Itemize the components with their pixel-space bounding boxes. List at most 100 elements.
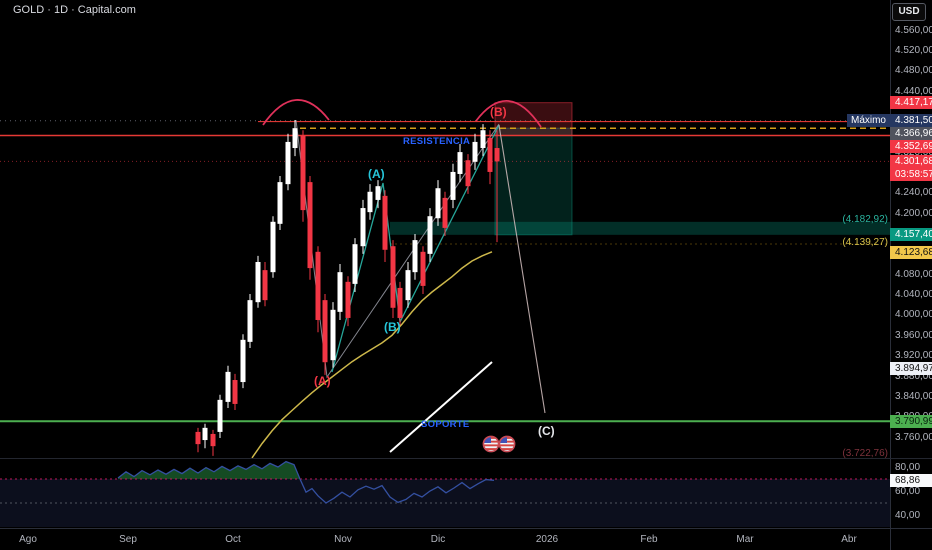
arc-annotation[interactable] xyxy=(262,99,330,126)
rsi-pane xyxy=(0,460,890,527)
pane-separator[interactable] xyxy=(0,458,932,459)
candle-body xyxy=(202,427,208,441)
price-tick: 4.240,00 xyxy=(895,187,932,199)
us-flag-icon xyxy=(482,435,500,453)
rsi-tick: 60,00 xyxy=(895,485,921,497)
candle-body xyxy=(494,148,500,162)
time-axis-month[interactable]: Sep xyxy=(119,534,137,545)
price-tick: 3.880,00 xyxy=(895,370,932,382)
yellow-level-readout: (4.139,27) xyxy=(842,237,888,248)
wave-label-b-red[interactable]: (B) xyxy=(490,105,507,119)
teal-target-box xyxy=(494,127,573,236)
rsi-overbought-fill xyxy=(118,461,494,479)
price-tick: 4.080,00 xyxy=(895,268,932,280)
time-axis-month[interactable]: Nov xyxy=(334,534,352,545)
rsi-tick: 80,00 xyxy=(895,461,921,473)
price-tick: 4.440,00 xyxy=(895,85,932,97)
candle-body xyxy=(217,399,223,432)
resistencia-label[interactable]: RESISTENCIA xyxy=(403,136,471,147)
candle-body xyxy=(277,182,283,224)
red-supply-box xyxy=(494,102,573,136)
candle-body xyxy=(442,197,448,228)
price-tick: 4.200,00 xyxy=(895,207,932,219)
us-flag-icon xyxy=(498,435,516,453)
candle-body xyxy=(450,171,456,200)
time-axis-month[interactable]: Dic xyxy=(430,534,446,545)
candle-body xyxy=(375,186,381,200)
symbol-title[interactable]: GOLD · 1D · Capital.com xyxy=(13,4,136,16)
price-label-resistance: 4.352,69 xyxy=(890,140,932,154)
candle-body xyxy=(247,300,253,342)
time-axis-month[interactable]: 2026 xyxy=(535,534,559,545)
candle-body xyxy=(427,216,433,254)
rsi-tick: 40,00 xyxy=(895,509,921,521)
price-tick: 3.840,00 xyxy=(895,390,932,402)
price-pane xyxy=(0,99,890,458)
price-tick: 4.000,00 xyxy=(895,309,932,321)
candle-body xyxy=(270,221,276,273)
time-axis-month[interactable]: Feb xyxy=(640,534,658,545)
candle-body xyxy=(457,152,463,174)
impulse-trendline[interactable] xyxy=(295,119,500,379)
candle-body xyxy=(397,287,403,318)
maximo-tag: Máximo xyxy=(846,114,890,128)
candle-body xyxy=(435,188,441,219)
price-axis-separator xyxy=(890,0,891,550)
currency-button[interactable]: USD xyxy=(892,3,926,21)
candle-body xyxy=(345,281,351,318)
candle-body xyxy=(262,270,268,301)
wave-label-a-red[interactable]: (A) xyxy=(314,374,331,388)
candle-body xyxy=(472,141,478,162)
candle-body xyxy=(225,371,231,402)
candle-body xyxy=(360,208,366,247)
candle-body xyxy=(232,380,238,404)
candle-body xyxy=(315,251,321,320)
candle-body xyxy=(322,300,328,363)
price-tick: 3.920,00 xyxy=(895,350,932,362)
candle-body xyxy=(330,309,336,361)
candle-body xyxy=(412,240,418,273)
price-label-gray: 4.366,96 xyxy=(890,127,932,141)
candle-body xyxy=(367,191,373,213)
time-axis-month[interactable]: Oct xyxy=(225,534,241,545)
price-tick: 4.480,00 xyxy=(895,65,932,77)
price-tick: 4.560,00 xyxy=(895,24,932,36)
moving-average-line xyxy=(251,251,493,458)
teal-level-readout: (4.182,92) xyxy=(842,214,888,225)
time-axis-month[interactable]: Ago xyxy=(19,534,37,545)
candle-body xyxy=(300,135,306,211)
soporte-label[interactable]: SOPORTE xyxy=(421,419,470,430)
wave-label-c[interactable]: (C) xyxy=(538,424,555,438)
wave-c-projection-line[interactable] xyxy=(498,124,546,414)
candle-body xyxy=(255,261,261,303)
candle-body xyxy=(292,128,298,149)
wave-label-b-teal[interactable]: (B) xyxy=(384,320,401,334)
price-label-white: 3.894,97 xyxy=(890,361,932,375)
time-axis-separator xyxy=(0,528,932,529)
price-label-teal: 4.157,40 xyxy=(890,228,932,242)
arc-annotation[interactable] xyxy=(475,100,542,128)
candle-body xyxy=(337,272,343,312)
time-axis-month[interactable]: Mar xyxy=(736,534,754,545)
candle-body xyxy=(307,182,313,269)
price-tick: 4.520,00 xyxy=(895,44,932,56)
candle-body xyxy=(195,431,201,445)
candle-body xyxy=(405,270,411,301)
price-tick: 3.960,00 xyxy=(895,329,932,341)
candle-body xyxy=(420,251,426,286)
candlestick-series xyxy=(195,120,500,456)
candle-body xyxy=(465,160,471,187)
price-tick: 4.040,00 xyxy=(895,289,932,301)
time-axis-month[interactable]: Abr xyxy=(841,534,857,545)
wave-label-a-teal[interactable]: (A) xyxy=(368,167,385,181)
price-label-maximo: 4.381,50 xyxy=(890,114,932,128)
candle-body xyxy=(210,433,216,447)
dark-red-level-readout: (3.722,76) xyxy=(842,448,888,459)
steep-white-trendline[interactable] xyxy=(389,361,493,453)
candle-body xyxy=(285,141,291,185)
rsi-value-label: 68,86 xyxy=(890,473,932,487)
price-label-support: 3.790,99 xyxy=(890,414,932,428)
candle-body xyxy=(487,137,493,172)
